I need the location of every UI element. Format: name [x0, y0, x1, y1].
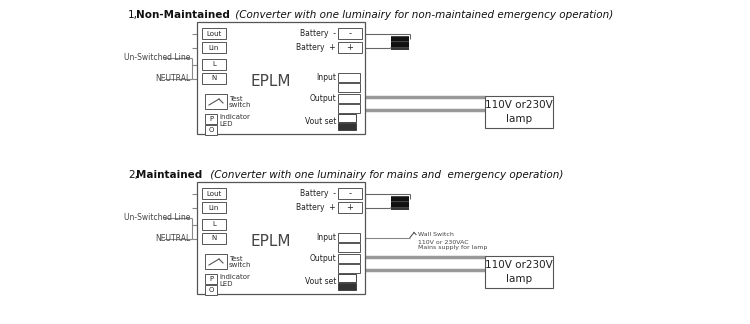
Text: Wall Switch: Wall Switch [418, 232, 454, 237]
Bar [338, 202, 362, 213]
Bar [338, 94, 360, 103]
Text: Vout set: Vout set [304, 118, 336, 126]
Bar [338, 114, 356, 122]
Text: Battery  -: Battery - [300, 29, 336, 38]
Text: Test: Test [229, 96, 243, 102]
Text: Indicator: Indicator [219, 274, 250, 280]
Text: Battery  +: Battery + [296, 43, 336, 52]
Text: Vout set: Vout set [304, 277, 336, 286]
Text: P: P [209, 276, 213, 282]
Text: +: + [346, 43, 353, 52]
Text: O: O [209, 127, 214, 133]
Text: switch: switch [229, 102, 251, 108]
Bar [338, 254, 360, 263]
Text: Test: Test [229, 256, 243, 262]
Text: N: N [211, 75, 217, 82]
Text: Lin: Lin [209, 204, 219, 211]
Text: Input: Input [316, 233, 336, 242]
Text: Non-Maintained: Non-Maintained [136, 10, 230, 20]
Text: Output: Output [309, 254, 336, 263]
Text: -: - [349, 189, 352, 198]
Bar [202, 42, 226, 53]
Bar [205, 274, 217, 284]
Text: Output: Output [309, 94, 336, 103]
Text: Maintained: Maintained [136, 170, 202, 180]
Bar [202, 73, 226, 84]
Text: 2,: 2, [128, 170, 138, 180]
Text: +: + [346, 203, 353, 212]
Bar [338, 28, 362, 39]
Text: Input: Input [316, 73, 336, 82]
Text: L: L [212, 222, 216, 227]
Text: LED: LED [219, 121, 232, 127]
Bar [202, 219, 226, 230]
Bar [338, 283, 356, 290]
Bar [205, 125, 217, 135]
Bar [338, 243, 360, 252]
Bar [202, 59, 226, 70]
Text: Lout: Lout [206, 191, 222, 196]
Text: switch: switch [229, 262, 251, 268]
Text: Lout: Lout [206, 30, 222, 37]
Bar [205, 285, 217, 295]
Bar [338, 83, 360, 92]
Text: -: - [349, 29, 352, 38]
Text: Lin: Lin [209, 44, 219, 51]
Bar [202, 202, 226, 213]
Bar [485, 256, 553, 288]
Text: NEUTRAL: NEUTRAL [154, 74, 190, 83]
Bar [338, 73, 360, 82]
Bar [338, 42, 362, 53]
Text: EPLM: EPLM [251, 75, 291, 89]
Bar [338, 188, 362, 199]
Bar [205, 254, 227, 269]
Text: Indicator: Indicator [219, 114, 250, 120]
Text: 110V or230V
lamp: 110V or230V lamp [485, 100, 553, 124]
Bar [338, 264, 360, 273]
Text: L: L [212, 62, 216, 67]
Text: NEUTRAL: NEUTRAL [154, 234, 190, 243]
Text: LED: LED [219, 281, 232, 287]
Bar [197, 182, 365, 294]
Bar [202, 188, 226, 199]
Text: (Converter with one luminairy for mains and  emergency operation): (Converter with one luminairy for mains … [207, 170, 563, 180]
Bar [338, 274, 356, 282]
Bar [205, 94, 227, 109]
Bar [338, 104, 360, 113]
Text: 110V or230V
lamp: 110V or230V lamp [485, 260, 553, 284]
Text: Un-Switched Line: Un-Switched Line [124, 53, 190, 62]
Text: Battery  -: Battery - [300, 189, 336, 198]
Text: N: N [211, 236, 217, 241]
Text: P: P [209, 116, 213, 122]
Text: Un-Switched Line: Un-Switched Line [124, 213, 190, 222]
Bar [338, 123, 356, 130]
Text: EPLM: EPLM [251, 235, 291, 249]
Text: 110V or 230VAC: 110V or 230VAC [418, 240, 469, 246]
Text: O: O [209, 287, 214, 293]
Text: Mains supply for lamp: Mains supply for lamp [418, 246, 488, 250]
Text: Battery  +: Battery + [296, 203, 336, 212]
Bar [197, 22, 365, 134]
Bar [205, 114, 217, 124]
Bar [338, 233, 360, 242]
Bar [485, 96, 553, 128]
Text: 1,: 1, [128, 10, 138, 20]
Text: (Converter with one luminairy for non-maintained emergency operation): (Converter with one luminairy for non-ma… [232, 10, 614, 20]
Bar [202, 233, 226, 244]
Bar [202, 28, 226, 39]
